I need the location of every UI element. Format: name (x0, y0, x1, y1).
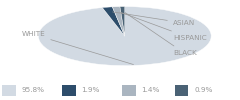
Wedge shape (38, 7, 211, 66)
Text: 0.9%: 0.9% (194, 87, 213, 93)
Wedge shape (112, 7, 125, 36)
FancyBboxPatch shape (122, 85, 136, 96)
Text: ASIAN: ASIAN (113, 12, 195, 26)
Text: 95.8%: 95.8% (22, 87, 45, 93)
Text: WHITE: WHITE (22, 31, 133, 64)
FancyBboxPatch shape (2, 85, 16, 96)
FancyBboxPatch shape (62, 85, 76, 96)
Text: 1.9%: 1.9% (82, 87, 100, 93)
Wedge shape (120, 7, 125, 36)
Text: 1.4%: 1.4% (142, 87, 160, 93)
Wedge shape (102, 7, 125, 36)
Text: BLACK: BLACK (125, 13, 197, 56)
FancyBboxPatch shape (175, 85, 188, 96)
Text: HISPANIC: HISPANIC (120, 12, 207, 41)
